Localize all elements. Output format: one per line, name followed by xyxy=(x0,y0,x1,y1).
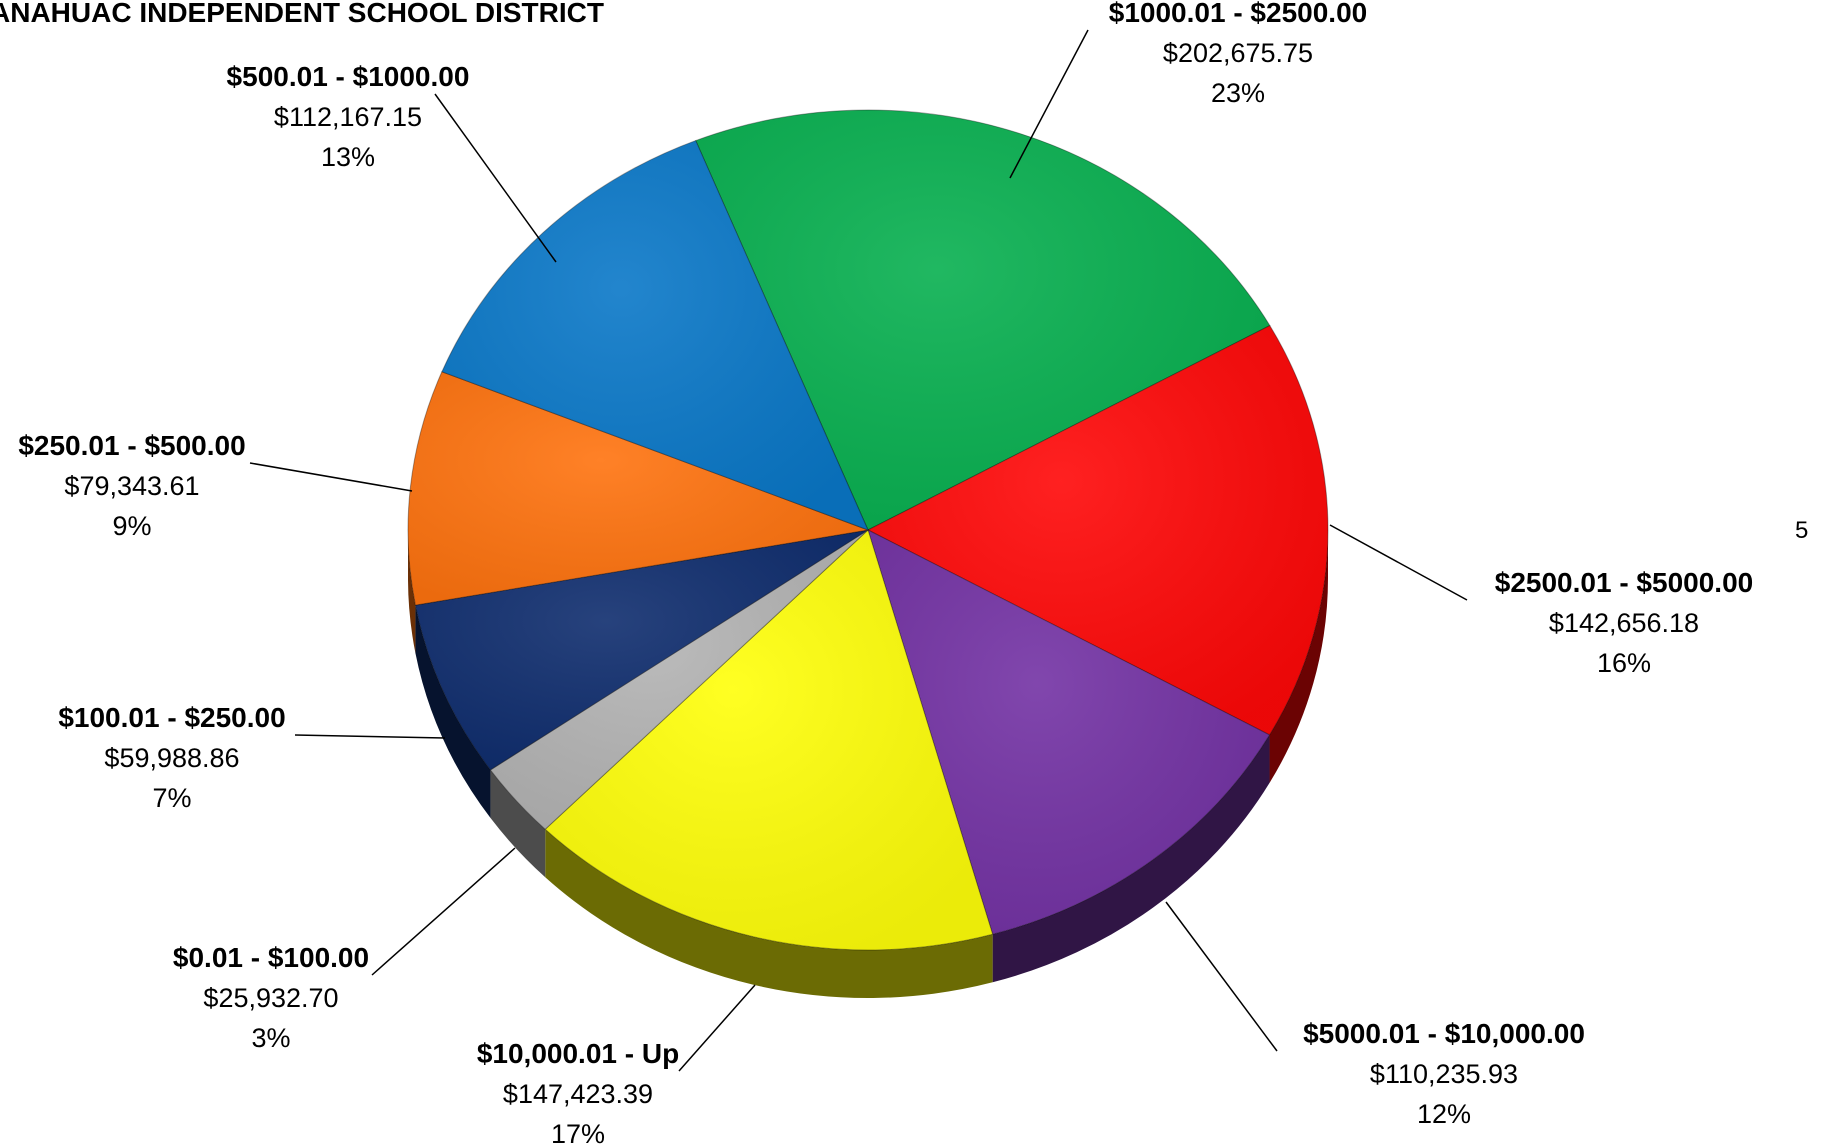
slice-category-label: $1000.01 - $2500.00 xyxy=(1109,0,1367,28)
slice-category-label: $500.01 - $1000.00 xyxy=(227,61,470,92)
slice-shading xyxy=(441,140,868,531)
slice-value-label: $110,235.93 xyxy=(1370,1059,1518,1089)
slice-percent-label: 13% xyxy=(321,142,375,172)
leader-line xyxy=(249,462,413,492)
slice-shading xyxy=(415,530,868,770)
slice-side-5 xyxy=(415,605,491,818)
slice-value-label: $112,167.15 xyxy=(274,102,422,132)
slice-shading xyxy=(695,109,1270,530)
slice-value-label: $59,988.86 xyxy=(104,743,239,773)
slice-value-label: $202,675.75 xyxy=(1163,38,1313,68)
leader-line xyxy=(371,847,516,976)
leader-lines xyxy=(249,29,1468,1072)
slice-category-label: $250.01 - $500.00 xyxy=(18,430,245,461)
slice-value-label: $142,656.18 xyxy=(1549,608,1699,638)
slice-percent-label: 3% xyxy=(251,1023,290,1053)
slice-percent-label: 16% xyxy=(1597,648,1651,678)
slice-percent-label: 9% xyxy=(112,511,151,541)
slice-value-label: $25,932.70 xyxy=(203,983,338,1013)
slice-side-4 xyxy=(490,769,546,878)
slice-labels: $1000.01 - $2500.00 $202,675.75 23% $2500.0… xyxy=(18,0,1753,1145)
leader-line xyxy=(1329,524,1468,601)
slice-value-label: $79,343.61 xyxy=(64,471,199,501)
leader-line xyxy=(1165,901,1278,1052)
pie-sides xyxy=(408,529,1328,998)
slice-category-label: $5000.01 - $10,000.00 xyxy=(1303,1018,1585,1049)
slice-category-label: $2500.01 - $5000.00 xyxy=(1495,567,1753,598)
slice-category-label: $100.01 - $250.00 xyxy=(58,702,285,733)
slice-shading xyxy=(545,530,993,950)
slice-shading xyxy=(868,325,1328,735)
leader-line xyxy=(1009,29,1089,179)
pie-slices xyxy=(407,109,1329,951)
slice-category-label: $10,000.01 - Up xyxy=(477,1038,679,1069)
slice-percent-label: 17% xyxy=(551,1119,605,1145)
slice-shading xyxy=(868,530,1270,935)
leader-line xyxy=(678,984,756,1072)
slice-side-1 xyxy=(1269,529,1328,783)
slice-side-3 xyxy=(545,829,993,998)
slice-percent-label: 7% xyxy=(152,783,191,813)
slice-shading xyxy=(408,371,868,606)
chart-title: ANAHUAC INDEPENDENT SCHOOL DISTRICT xyxy=(0,0,604,28)
slice-percent-label: 23% xyxy=(1211,78,1265,108)
slice-percent-label: 12% xyxy=(1417,1099,1471,1129)
leader-line xyxy=(294,734,446,739)
slice-side-6 xyxy=(408,532,416,654)
page-marker: 5 xyxy=(1795,517,1808,544)
slice-shading xyxy=(490,530,868,830)
leader-line xyxy=(434,93,557,263)
slice-category-label: $0.01 - $100.00 xyxy=(173,942,369,973)
slice-value-label: $147,423.39 xyxy=(503,1079,653,1109)
slice-side-2 xyxy=(992,734,1270,983)
